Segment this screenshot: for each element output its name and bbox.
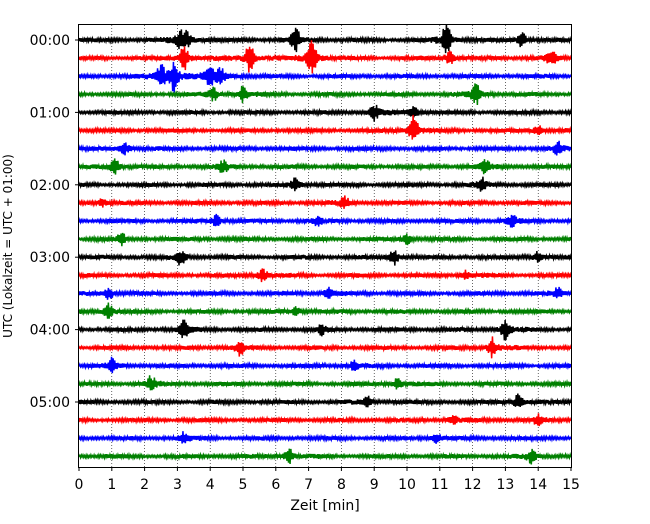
trace-0515 [78,413,572,427]
trace-waveform [78,104,572,122]
trace-0345 [78,302,572,319]
x-tick-label: 5 [239,477,248,493]
trace-waveform [78,195,572,209]
trace-waveform [78,268,572,283]
trace-waveform [78,40,572,74]
trace-waveform [78,336,572,359]
x-axis-label: Zeit [min] [290,498,359,514]
trace-waveform [78,250,572,266]
trace-waveform [78,319,572,341]
y-tick-label: 04:00 [30,323,70,339]
trace-0245 [78,232,572,247]
trace-waveform [78,213,572,228]
trace-waveform [78,176,572,192]
x-tick-label: 7 [304,477,313,493]
x-tick-label: 6 [271,477,280,493]
trace-waveform [78,23,572,54]
trace-waveform [78,413,572,427]
trace-0030 [78,61,572,93]
trace-waveform [78,83,572,105]
x-tick-label: 14 [529,477,547,493]
trace-0200 [78,176,572,192]
trace-0500 [78,393,572,408]
y-tick-label: 02:00 [30,178,70,194]
trace-waveform [78,375,572,391]
y-axis: 00:00 01:00 02:00 03:00 04:00 05:00 [30,33,79,411]
trace-waveform [78,302,572,319]
trace-0300 [78,250,572,266]
trace-0000 [78,23,572,54]
trace-waveform [78,140,572,156]
trace-waveform [78,232,572,247]
trace-0315 [78,268,572,283]
trace-0100 [78,104,572,122]
x-tick-label: 0 [75,477,84,493]
trace-0130 [78,140,572,156]
trace-waveform [78,158,572,175]
trace-0445 [78,375,572,391]
x-tick-label: 8 [337,477,346,493]
trace-waveform [78,114,572,140]
trace-waveform [78,448,572,465]
x-tick-label: 11 [431,477,449,493]
y-tick-label: 00:00 [30,33,70,49]
x-tick-label: 2 [140,477,149,493]
x-tick-label: 12 [464,477,482,493]
x-tick-label: 1 [107,477,116,493]
trace-waveform [78,431,572,444]
trace-0115 [78,114,572,140]
trace-0400 [78,319,572,341]
plot-frame [78,24,572,468]
trace-0015 [78,40,572,74]
x-tick-label: 13 [496,477,514,493]
y-tick-label: 05:00 [30,395,70,411]
trace-0215 [78,195,572,209]
y-tick-label: 03:00 [30,250,70,266]
trace-0145 [78,158,572,175]
trace-waveform [78,393,572,408]
x-tick-label: 3 [173,477,182,493]
x-tick-label: 9 [370,477,379,493]
y-axis-label: UTC (Lokalzeit = UTC + 01:00) [1,154,15,338]
trace-waveform [78,286,572,300]
trace-0530 [78,431,572,444]
trace-0230 [78,213,572,228]
x-tick-label: 4 [206,477,215,493]
trace-waveform [78,356,572,374]
trace-0430 [78,356,572,374]
trace-0330 [78,286,572,300]
trace-group [78,23,572,465]
y-tick-label: 01:00 [30,105,70,121]
x-axis: 0 1 2 3 4 5 6 7 8 9 10 11 12 13 14 15 [75,467,580,493]
x-tick-label: 10 [398,477,416,493]
x-tick-label: 15 [562,477,580,493]
trace-0045 [78,83,572,105]
trace-0545 [78,448,572,465]
trace-waveform [78,61,572,93]
trace-0415 [78,336,572,359]
